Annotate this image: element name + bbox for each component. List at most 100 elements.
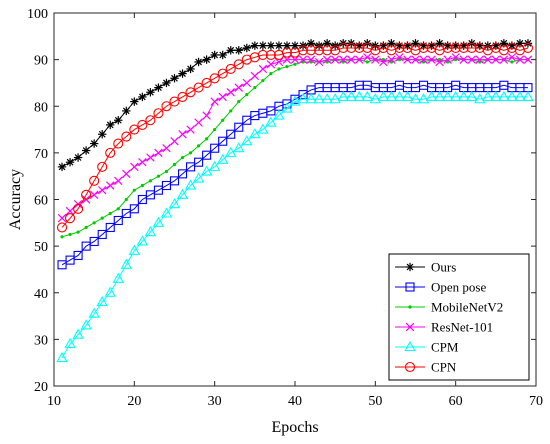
data-point bbox=[229, 109, 233, 113]
data-point bbox=[122, 106, 131, 116]
data-point bbox=[153, 108, 164, 119]
data-point bbox=[346, 42, 357, 54]
data-point bbox=[257, 49, 268, 61]
legend-label: CPM bbox=[431, 340, 459, 355]
data-point bbox=[395, 53, 404, 62]
data-point bbox=[180, 155, 185, 160]
data-point bbox=[250, 71, 260, 81]
data-point bbox=[178, 69, 187, 78]
data-point bbox=[113, 138, 124, 149]
data-point bbox=[242, 78, 252, 88]
legend-box bbox=[388, 253, 530, 381]
data-point bbox=[273, 109, 285, 120]
data-point bbox=[425, 90, 438, 101]
data-point bbox=[277, 67, 281, 71]
x-tick-label: 50 bbox=[368, 394, 382, 409]
legend-label: Open pose bbox=[431, 280, 486, 295]
data-point bbox=[347, 55, 356, 64]
data-point bbox=[411, 55, 420, 64]
data-point bbox=[408, 305, 412, 309]
data-point bbox=[146, 153, 155, 162]
data-point bbox=[226, 88, 235, 97]
data-point bbox=[245, 92, 249, 97]
data-point bbox=[466, 42, 477, 54]
data-point bbox=[250, 41, 260, 50]
data-point bbox=[330, 55, 340, 64]
data-point bbox=[353, 90, 366, 101]
data-point bbox=[233, 142, 245, 153]
data-point bbox=[161, 101, 172, 112]
data-point bbox=[216, 153, 229, 164]
legend-label: CPN bbox=[431, 360, 457, 375]
data-point bbox=[81, 241, 91, 251]
data-point bbox=[363, 53, 372, 62]
data-point bbox=[269, 72, 273, 76]
data-point bbox=[354, 42, 365, 54]
data-point bbox=[81, 146, 91, 155]
data-point bbox=[146, 88, 155, 97]
data-point bbox=[435, 57, 444, 67]
data-point bbox=[138, 157, 147, 167]
data-point bbox=[97, 229, 107, 240]
data-point bbox=[369, 93, 382, 104]
data-point bbox=[145, 115, 156, 126]
data-point bbox=[89, 175, 100, 186]
data-point bbox=[451, 53, 460, 62]
series-cpn bbox=[56, 42, 534, 233]
data-point bbox=[128, 244, 141, 255]
legend: Ours Open pose MobileNetV2 ResNet-101 CPM CPN bbox=[388, 253, 530, 381]
data-point bbox=[387, 39, 396, 48]
data-point bbox=[427, 55, 436, 64]
data-point bbox=[274, 57, 284, 67]
data-point bbox=[184, 179, 197, 190]
data-point bbox=[114, 116, 123, 125]
data-point bbox=[177, 169, 188, 179]
x-axis-label: Epochs bbox=[271, 419, 318, 436]
data-point bbox=[285, 65, 289, 69]
data-point bbox=[138, 92, 147, 102]
data-point bbox=[297, 93, 309, 104]
legend-label: Ours bbox=[431, 260, 456, 275]
data-point bbox=[92, 221, 96, 225]
data-point bbox=[202, 111, 211, 120]
data-point bbox=[281, 47, 293, 58]
data-point bbox=[450, 42, 461, 54]
data-point bbox=[242, 43, 251, 53]
data-point bbox=[467, 55, 476, 64]
y-tick-label: 80 bbox=[34, 100, 48, 115]
data-point bbox=[116, 207, 120, 211]
data-point bbox=[329, 93, 341, 104]
data-point bbox=[136, 235, 149, 246]
y-axis: 20 30 40 50 60 70 80 90 100 bbox=[27, 7, 536, 395]
data-point bbox=[355, 55, 364, 64]
data-point bbox=[57, 162, 67, 172]
data-point bbox=[129, 124, 140, 135]
data-point bbox=[145, 190, 155, 200]
y-tick-label: 20 bbox=[34, 380, 48, 395]
data-point bbox=[457, 90, 470, 101]
data-point bbox=[491, 55, 501, 64]
data-point bbox=[113, 215, 123, 226]
data-point bbox=[205, 137, 209, 141]
data-point bbox=[417, 93, 430, 104]
data-point bbox=[60, 235, 64, 239]
data-point bbox=[124, 197, 128, 202]
data-point bbox=[108, 211, 112, 216]
data-point bbox=[289, 95, 301, 106]
data-point bbox=[218, 136, 228, 146]
data-point bbox=[290, 41, 300, 50]
data-point bbox=[234, 83, 243, 92]
data-point bbox=[176, 188, 189, 199]
data-point bbox=[210, 97, 219, 106]
legend-item: ResNet-101 bbox=[395, 320, 493, 335]
data-point bbox=[186, 162, 196, 172]
data-point bbox=[73, 203, 84, 214]
data-point bbox=[290, 55, 300, 64]
data-point bbox=[258, 64, 268, 74]
data-point bbox=[168, 198, 181, 209]
data-point bbox=[234, 46, 243, 55]
data-point bbox=[217, 68, 228, 79]
data-point bbox=[210, 143, 220, 153]
data-point bbox=[404, 361, 416, 373]
